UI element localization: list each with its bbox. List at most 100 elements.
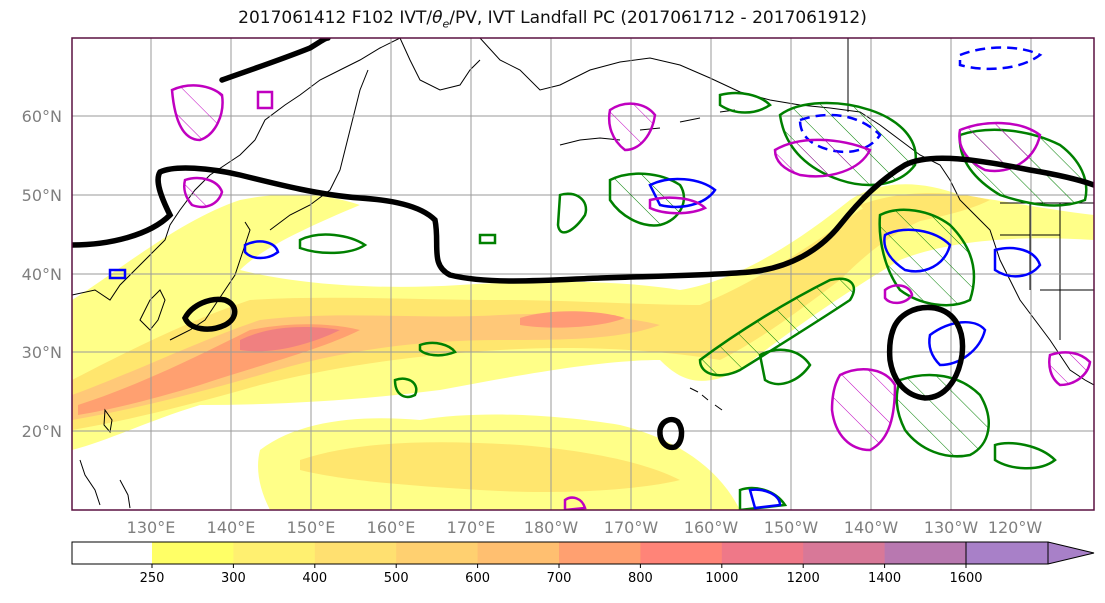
korea-coastline [139, 289, 166, 331]
colorbar-segment [640, 542, 723, 564]
hawaii-islands [689, 387, 723, 411]
lon-label-170w: 170°W [604, 518, 659, 537]
colorbar-segment [314, 542, 397, 564]
colorbar-tick-label: 1000 [705, 571, 738, 586]
colorbar-segment [396, 542, 479, 564]
theta-contour-small-2 [883, 284, 914, 305]
japan-coastline [169, 221, 251, 341]
pv-contour-northeast-pacific [878, 208, 976, 307]
theta-contour-small-4 [648, 196, 708, 215]
ivt-fill-layer [72, 184, 1094, 510]
title-theta: θ [432, 8, 443, 28]
npv-contour-small-1 [108, 268, 127, 280]
title-theta-sub: e [442, 17, 450, 31]
colorbar-segment [559, 542, 641, 564]
kuril-kamchatka-coastline [269, 69, 369, 231]
colorbar-extend-arrow [965, 541, 1095, 565]
pc-contour-arctic [219, 38, 331, 83]
lat-label-30n: 30°N [22, 343, 62, 362]
negative-pv-contours [108, 46, 1043, 510]
ivt-tropical-band-inner [300, 442, 680, 492]
lat-label-50n: 50°N [22, 186, 62, 205]
colorbar-frame [71, 541, 1049, 565]
theta-contour-small-3 [563, 496, 587, 510]
lon-label-170e: 170°E [447, 518, 496, 537]
map-plot-area [72, 38, 1094, 510]
theta-contour-small-1 [256, 90, 274, 110]
colorbar-tick-label: 1400 [868, 571, 901, 586]
colorbar-segment [477, 542, 560, 564]
colorbar-segment-under [72, 542, 152, 564]
colorbar-segment [721, 542, 804, 564]
theta-contour-kamchatka-sea [183, 176, 224, 209]
theta-contour-southeast [830, 368, 897, 452]
latitude-labels: 60°N 50°N 40°N 30°N 20°N [22, 107, 62, 441]
colorbar-segment [884, 542, 967, 564]
lat-label-20n: 20°N [22, 422, 62, 441]
colorbar-tick-label: 1600 [949, 571, 982, 586]
pv-contour-small-3 [718, 91, 772, 114]
us-states-outline [1000, 203, 1094, 340]
colorbar-tick-label: 300 [221, 571, 246, 586]
pv-contour-small-2 [393, 377, 418, 399]
pv-contour-kuril [298, 233, 368, 255]
longitude-labels: 130°E 140°E 150°E 160°E 170°E 180°W 170°… [127, 518, 1043, 537]
theta-contour-bering [608, 102, 657, 152]
colorbar-tick-label: 400 [302, 571, 327, 586]
npv-contour-offshore [928, 320, 987, 367]
lon-label-150w: 150°W [764, 518, 819, 537]
pc-contour-north [72, 155, 1094, 284]
pv-contour-small-1 [418, 341, 457, 357]
pc-contour-hawaii-loop [657, 416, 685, 451]
pc-contour-east-loop [886, 304, 966, 401]
lon-label-130w: 130°W [924, 518, 979, 537]
colorbar-segment [803, 542, 886, 564]
positive-pv-small-contours [298, 91, 1057, 510]
theta-contour-okhotsk [170, 84, 224, 142]
lon-label-160e: 160°E [367, 518, 416, 537]
theta-contour-us [1048, 351, 1092, 387]
taiwan-coastline [103, 408, 113, 434]
theta-contour-gulf [773, 138, 872, 178]
colorbar-tick-label: 700 [547, 571, 572, 586]
pv-contour-small-5 [478, 233, 497, 245]
colorbar-tick-label: 1200 [787, 571, 820, 586]
colorbar-tick-label: 250 [140, 571, 165, 586]
pc-contours [72, 38, 1094, 451]
philippines-coastline [79, 459, 131, 509]
title-rest: /PV, IVT Landfall PC (2017061712 - 20170… [449, 8, 867, 28]
npv-contour-small-2 [748, 488, 782, 510]
npv-contour-bc [958, 46, 1043, 71]
lat-label-60n: 60°N [22, 107, 62, 126]
pv-contour-subtropical-filament [698, 277, 856, 377]
colorbar-tick-label: 600 [465, 571, 490, 586]
ivt-colorbar [72, 541, 1095, 565]
npv-contour-ne-pacific [883, 228, 952, 273]
colorbar-tick-label: 800 [628, 571, 653, 586]
figure-title: 2017061412 F102 IVT/θe/PV, IVT Landfall … [0, 8, 1105, 30]
npv-contour-japan [243, 240, 280, 260]
pv-contour-midlat-blob [556, 192, 588, 234]
lon-label-150e: 150°E [287, 518, 336, 537]
ivt-core-800 [520, 311, 625, 328]
lon-label-180w: 180°W [524, 518, 579, 537]
colorbar-segment [233, 542, 316, 564]
lon-label-120w: 120°W [988, 518, 1043, 537]
lon-label-130e: 130°E [127, 518, 176, 537]
lat-label-40n: 40°N [22, 265, 62, 284]
npv-contour-central [648, 177, 717, 209]
pc-contour-japan-loop [181, 296, 238, 332]
colorbar-tick-label: 500 [384, 571, 409, 586]
theta-e-small-contours [256, 90, 914, 510]
ivt-band-300 [72, 198, 960, 430]
map-frame [71, 37, 1095, 511]
pv-contour-southeast-tail [993, 441, 1057, 470]
lon-label-140e: 140°E [207, 518, 256, 537]
npv-contour-us-coast [993, 246, 1042, 278]
colorbar-segment [152, 542, 234, 564]
okhotsk-north-coast [399, 38, 481, 91]
ivt-core-1000 [240, 327, 340, 352]
lon-label-140w: 140°W [844, 518, 899, 537]
lon-label-160w: 160°W [684, 518, 739, 537]
